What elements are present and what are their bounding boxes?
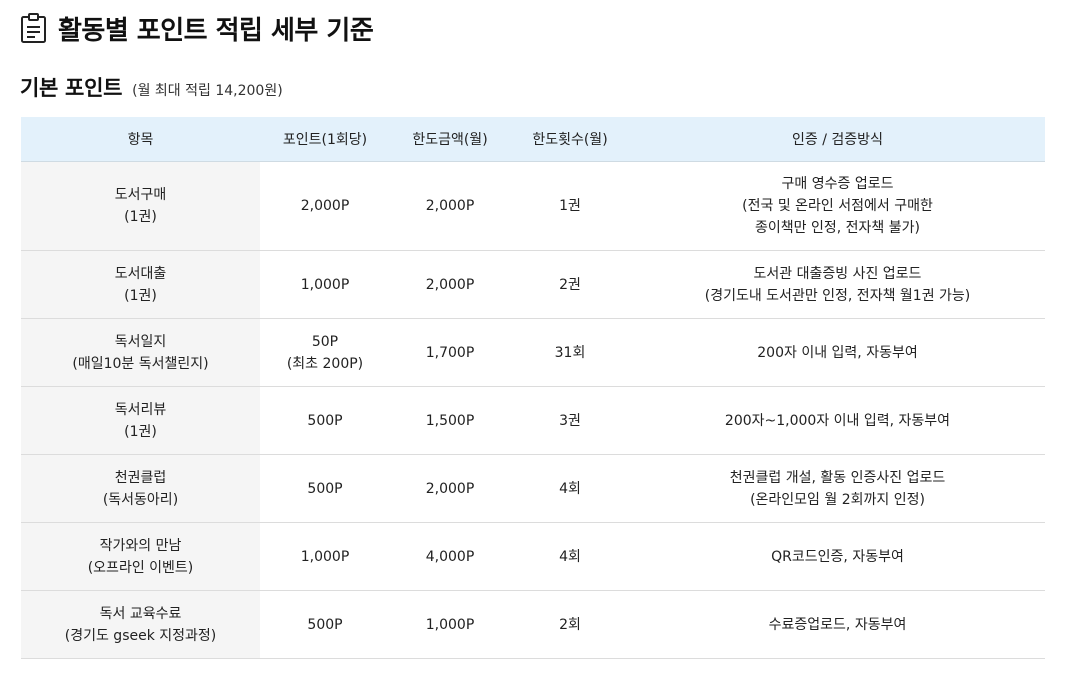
- points-cell: 1,000P: [260, 250, 390, 319]
- table-header: 항목 포인트(1회당) 한도금액(월) 한도횟수(월) 인증 / 검증방식: [21, 117, 1045, 162]
- verification-line: 종이책만 인정, 전자책 불가): [755, 220, 920, 236]
- item-cell: 천권클럽 (독서동아리): [21, 454, 260, 523]
- item-detail: (오프라인 이벤트): [87, 559, 194, 576]
- limit-count-cell: 1권: [510, 161, 630, 251]
- verification-cell: 천권클럽 개설, 활동 인증사진 업로드 (온라인모임 월 2회까지 인정): [630, 454, 1045, 523]
- item-cell: 도서구매 (1권): [21, 161, 260, 251]
- verification-cell: 구매 영수증 업로드 (전국 및 온라인 서점에서 구매한 종이책만 인정, 전…: [630, 161, 1045, 251]
- item-detail: (1권): [124, 209, 157, 225]
- points-cell: 1,000P: [260, 522, 390, 591]
- item-name: 독서 교육수료: [99, 605, 182, 622]
- limit-amount-cell: 1,500P: [390, 386, 510, 455]
- points-cell: 500P: [260, 454, 390, 523]
- verification-line: (경기도내 도서관만 인정, 전자책 월1권 가능): [704, 287, 971, 304]
- points-value: 500P: [307, 480, 343, 497]
- points-value: 1,000P: [300, 276, 350, 293]
- table-row: 도서구매 (1권) 2,000P 2,000P 1권 구매 영수증 업로드 (전…: [21, 161, 1045, 251]
- item-name: 독서리뷰: [114, 401, 167, 418]
- verification-cell: 200자 이내 입력, 자동부여: [630, 318, 1045, 387]
- points-value: 2,000P: [300, 198, 350, 214]
- limit-count-cell: 2권: [510, 250, 630, 319]
- verification-cell: 도서관 대출증빙 사진 업로드 (경기도내 도서관만 인정, 전자책 월1권 가…: [630, 250, 1045, 319]
- item-detail: (경기도 gseek 지정과정): [64, 627, 217, 644]
- item-cell: 독서 교육수료 (경기도 gseek 지정과정): [21, 590, 260, 659]
- item-cell: 독서일지 (매일10분 독서챌린지): [21, 318, 260, 387]
- limit-count-cell: 2회: [510, 590, 630, 659]
- item-name: 독서일지: [114, 333, 167, 350]
- points-cell: 2,000P: [260, 161, 390, 251]
- points-note: (최초 200P): [286, 355, 364, 372]
- limit-count-cell: 3권: [510, 386, 630, 455]
- header-verification: 인증 / 검증방식: [630, 117, 1045, 162]
- limit-count-cell: 4회: [510, 454, 630, 523]
- item-name: 작가와의 만남: [99, 537, 182, 554]
- table-row: 작가와의 만남 (오프라인 이벤트) 1,000P 4,000P 4회 QR코드…: [21, 522, 1045, 591]
- header-item: 항목: [21, 117, 260, 162]
- page-heading: 활동별 포인트 적립 세부 기준: [20, 8, 374, 48]
- limit-amount-cell: 2,000P: [390, 161, 510, 251]
- table-row: 독서리뷰 (1권) 500P 1,500P 3권 200자~1,000자 이내 …: [21, 386, 1045, 455]
- verification-cell: QR코드인증, 자동부여: [630, 522, 1045, 591]
- limit-amount-cell: 1,700P: [390, 318, 510, 387]
- points-table: 항목 포인트(1회당) 한도금액(월) 한도횟수(월) 인증 / 검증방식 도서…: [21, 117, 1045, 659]
- limit-amount-cell: 4,000P: [390, 522, 510, 591]
- limit-count-cell: 4회: [510, 522, 630, 591]
- limit-amount-cell: 2,000P: [390, 454, 510, 523]
- table-row: 도서대출 (1권) 1,000P 2,000P 2권 도서관 대출증빙 사진 업…: [21, 250, 1045, 319]
- item-cell: 작가와의 만남 (오프라인 이벤트): [21, 522, 260, 591]
- table-row: 독서일지 (매일10분 독서챌린지) 50P (최초 200P) 1,700P …: [21, 318, 1045, 387]
- item-name: 도서구매: [114, 187, 167, 203]
- table-header-row: 항목 포인트(1회당) 한도금액(월) 한도횟수(월) 인증 / 검증방식: [21, 117, 1045, 162]
- item-detail: (1권): [124, 423, 157, 440]
- document-icon: [20, 12, 48, 44]
- verification-line: 도서관 대출증빙 사진 업로드: [753, 265, 922, 282]
- item-cell: 독서리뷰 (1권): [21, 386, 260, 455]
- table-row: 천권클럽 (독서동아리) 500P 2,000P 4회 천권클럽 개설, 활동 …: [21, 454, 1045, 523]
- item-name: 도서대출: [114, 265, 167, 282]
- verification-cell: 수료증업로드, 자동부여: [630, 590, 1045, 659]
- limit-count-cell: 31회: [510, 318, 630, 387]
- points-value: 50P: [311, 333, 339, 350]
- verification-line: 천권클럽 개설, 활동 인증사진 업로드: [729, 469, 946, 486]
- item-detail: (1권): [124, 287, 157, 304]
- points-value: 500P: [307, 616, 343, 633]
- points-cell: 500P: [260, 386, 390, 455]
- verification-line: 200자~1,000자 이내 입력, 자동부여: [724, 412, 951, 429]
- table-row: 독서 교육수료 (경기도 gseek 지정과정) 500P 1,000P 2회 …: [21, 590, 1045, 659]
- points-value: 500P: [307, 412, 343, 429]
- limit-amount-cell: 1,000P: [390, 590, 510, 659]
- section-title: 기본 포인트: [20, 76, 123, 100]
- points-cell: 500P: [260, 590, 390, 659]
- item-cell: 도서대출 (1권): [21, 250, 260, 319]
- item-detail: (독서동아리): [102, 491, 179, 508]
- verification-line: 수료증업로드, 자동부여: [768, 616, 907, 633]
- item-detail: (매일10분 독서챌린지): [72, 355, 209, 372]
- verification-line: QR코드인증, 자동부여: [771, 548, 904, 565]
- header-points: 포인트(1회당): [260, 117, 390, 162]
- page-title: 활동별 포인트 적립 세부 기준: [58, 15, 374, 46]
- verification-line: 200자 이내 입력, 자동부여: [757, 344, 918, 361]
- item-name: 천권클럽: [114, 469, 167, 486]
- points-cell: 50P (최초 200P): [260, 318, 390, 387]
- section-heading: 기본 포인트 (월 최대 적립 14,200원): [20, 72, 283, 102]
- table-body: 도서구매 (1권) 2,000P 2,000P 1권 구매 영수증 업로드 (전…: [21, 161, 1045, 659]
- points-value: 1,000P: [300, 548, 350, 565]
- section-note: (월 최대 적립 14,200원): [132, 83, 283, 99]
- limit-amount-cell: 2,000P: [390, 250, 510, 319]
- verification-line: (전국 및 온라인 서점에서 구매한: [742, 198, 933, 214]
- verification-line: (온라인모임 월 2회까지 인정): [750, 491, 925, 508]
- verification-line: 구매 영수증 업로드: [781, 176, 894, 192]
- header-limit-amount: 한도금액(월): [390, 117, 510, 162]
- header-limit-count: 한도횟수(월): [510, 117, 630, 162]
- verification-cell: 200자~1,000자 이내 입력, 자동부여: [630, 386, 1045, 455]
